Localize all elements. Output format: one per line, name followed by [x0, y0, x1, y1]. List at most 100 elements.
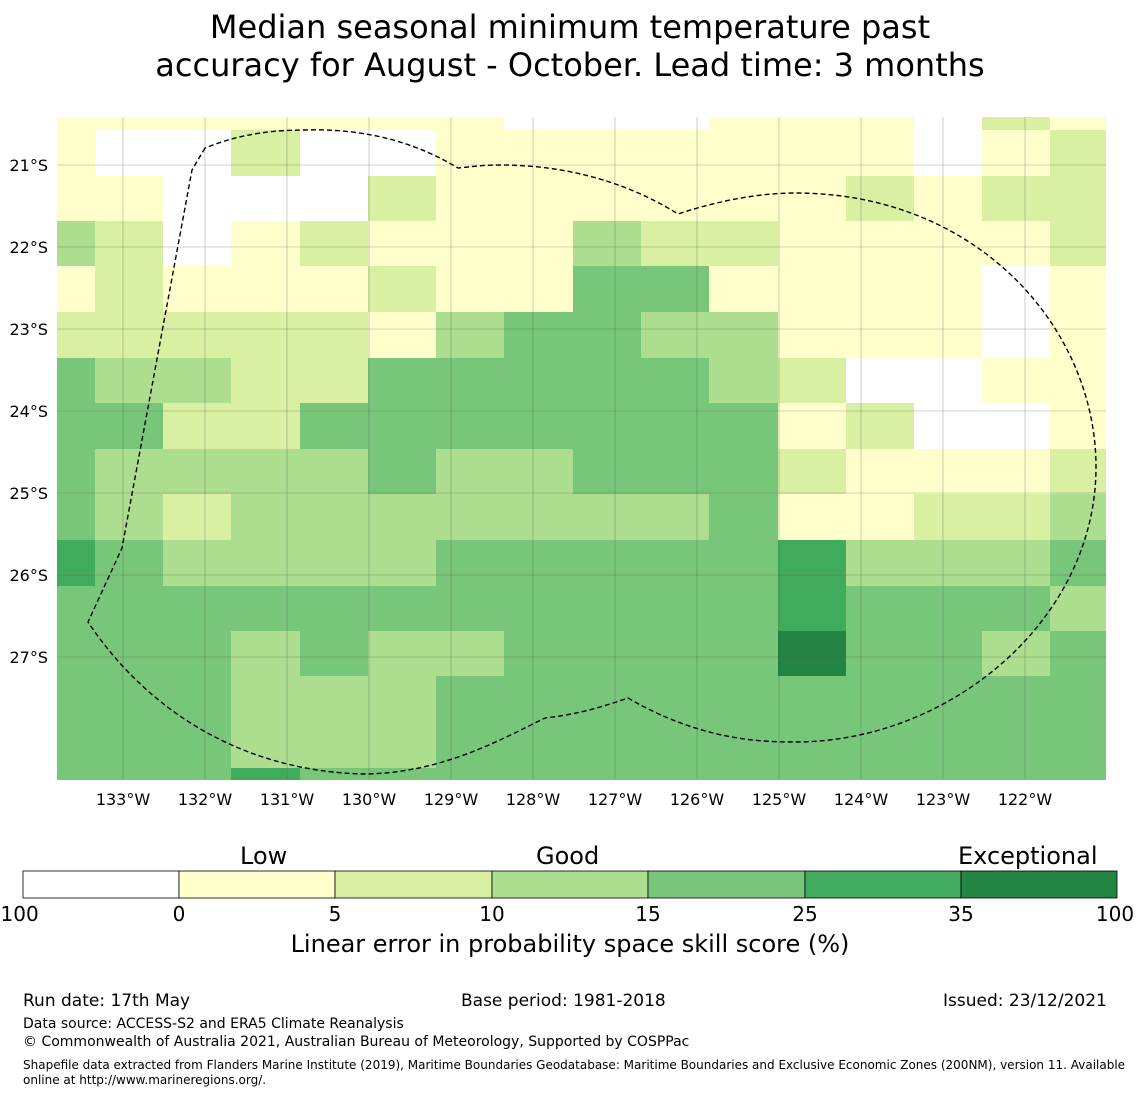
grid-cell [641, 540, 709, 586]
grid-cell [846, 449, 914, 494]
graticule [57, 117, 1106, 780]
data-source: Data source: ACCESS-S2 and ERA5 Climate … [23, 1016, 404, 1032]
grid-cell [982, 358, 1050, 403]
colorbar [22, 870, 1118, 899]
grid-cell [504, 449, 573, 494]
grid-cell [982, 403, 1050, 449]
grid-cell [368, 494, 436, 540]
grid-cell [573, 221, 641, 266]
grid-cell [300, 358, 368, 403]
grid-cell [982, 676, 1050, 722]
lat-tick-label: 21°S [9, 156, 48, 175]
grid-cell [436, 403, 504, 449]
grid-cell [914, 312, 982, 358]
grid-cell [504, 358, 573, 403]
title-line-1: Median seasonal minimum temperature past [209, 8, 931, 46]
copyright: © Commonwealth of Australia 2021, Austra… [23, 1034, 690, 1050]
grid-cell [573, 312, 641, 358]
colorbar-tick: 10 [479, 902, 505, 926]
grid-cell [709, 176, 778, 221]
grid-cell [231, 449, 300, 494]
legend-category-exceptional: Exceptional [958, 842, 1098, 870]
grid-cell [300, 117, 368, 130]
grid-cell [57, 266, 95, 312]
lon-tick-label: 122°W [998, 790, 1053, 809]
grid-cell [231, 117, 300, 130]
colorbar-segment [22, 870, 180, 899]
grid-cell [163, 358, 231, 403]
grid-cell [57, 540, 95, 586]
grid-cell [504, 266, 573, 312]
grid-cell [846, 266, 914, 312]
skill-score-grid [57, 117, 1106, 780]
grid-cell [1050, 266, 1106, 312]
grid-cell [57, 722, 95, 768]
grid-cell [57, 358, 95, 403]
grid-cell [163, 130, 231, 176]
grid-cell [300, 266, 368, 312]
grid-cell [778, 358, 846, 403]
colorbar-tick: 5 [328, 902, 342, 926]
grid-cell [436, 266, 504, 312]
grid-cell [778, 631, 846, 676]
grid-cell [504, 221, 573, 266]
grid-cell [231, 494, 300, 540]
grid-cell [163, 494, 231, 540]
grid-cell [778, 494, 846, 540]
lon-tick-label: 133°W [96, 790, 151, 809]
grid-cell [778, 449, 846, 494]
grid-cell [95, 494, 163, 540]
lon-tick-label: 130°W [342, 790, 397, 809]
grid-cell [57, 494, 95, 540]
grid-cell [300, 768, 368, 780]
grid-cell [95, 768, 163, 780]
grid-cell [504, 312, 573, 358]
grid-cell [846, 117, 914, 130]
lat-tick-label: 23°S [9, 320, 48, 339]
grid-cell [300, 676, 368, 722]
grid-cell [368, 449, 436, 494]
issued-date: Issued: 23/12/2021 [943, 991, 1107, 1011]
grid-cell [641, 358, 709, 403]
lat-tick-label: 27°S [9, 648, 48, 667]
colorbar-tick: 0 [172, 902, 186, 926]
grid-cell [231, 130, 300, 176]
grid-cell [504, 130, 573, 176]
grid-cell [846, 676, 914, 722]
grid-cell [778, 117, 846, 130]
lon-tick-label: 124°W [834, 790, 889, 809]
grid-cell [914, 176, 982, 221]
grid-cell [231, 221, 300, 266]
run-date: Run date: 17th May [23, 991, 191, 1011]
grid-cell [368, 403, 436, 449]
colorbar-tick: -100 [0, 902, 39, 926]
grid-cell [982, 117, 1050, 130]
grid-cell [982, 176, 1050, 221]
lon-tick-label: 123°W [916, 790, 971, 809]
grid-cell [846, 403, 914, 449]
grid-cell [163, 768, 231, 780]
lon-tick-label: 131°W [260, 790, 315, 809]
grid-cell [573, 449, 641, 494]
colorbar-segment [334, 870, 493, 899]
grid-cell [95, 221, 163, 266]
grid-cell [914, 358, 982, 403]
grid-cell [573, 768, 641, 780]
grid-cell [778, 130, 846, 176]
grid-cell [95, 586, 163, 631]
grid-cell [982, 449, 1050, 494]
grid-cell [982, 494, 1050, 540]
grid-cell [1050, 494, 1106, 540]
grid-cell [57, 403, 95, 449]
grid-cell [1050, 176, 1106, 221]
grid-cell [778, 722, 846, 768]
grid-cell [95, 358, 163, 403]
grid-cell [709, 449, 778, 494]
grid-cell [709, 540, 778, 586]
grid-cell [982, 631, 1050, 676]
grid-cell [709, 676, 778, 722]
grid-cell [231, 176, 300, 221]
grid-cell [846, 130, 914, 176]
grid-cell [57, 176, 95, 221]
